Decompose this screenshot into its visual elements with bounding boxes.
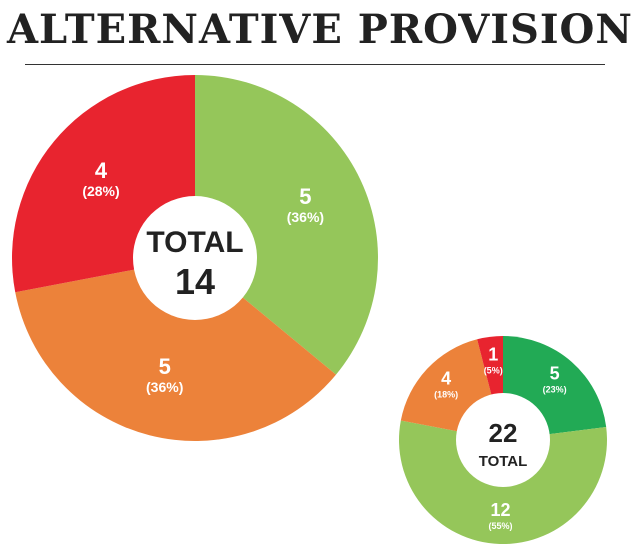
- slice-value-label: 4: [441, 369, 451, 389]
- slice-value-label: 12: [490, 500, 510, 520]
- donut-hole: [133, 196, 257, 320]
- slice-percent-label: (36%): [146, 379, 183, 395]
- slice-percent-label: (5%): [484, 366, 503, 376]
- slice-percent-label: (36%): [287, 209, 324, 225]
- slice-value-label: 5: [299, 184, 311, 209]
- donut-chart-small: 5(23%) 12(55%) 4(18%) 1(5%) TOTAL 22: [398, 336, 607, 544]
- donut-hole: [456, 393, 550, 487]
- center-total-label: TOTAL: [479, 453, 528, 470]
- slice-value-label: 1: [488, 345, 498, 365]
- slice-value-label: 4: [95, 158, 108, 183]
- slice-value-label: 5: [159, 354, 171, 379]
- page-title: ALTERNATIVE PROVISION: [7, 6, 633, 53]
- center-total-value: 22: [489, 418, 518, 448]
- center-total-label: TOTAL: [146, 226, 243, 259]
- title-divider: [25, 64, 605, 65]
- slice-percent-label: (55%): [488, 521, 512, 531]
- slice-percent-label: (18%): [434, 390, 458, 400]
- slice-percent-label: (23%): [543, 385, 567, 395]
- pie-slice: [15, 258, 337, 441]
- slice-percent-label: (28%): [82, 183, 119, 199]
- center-total-value: 14: [175, 261, 215, 302]
- pie-slice: [195, 75, 378, 375]
- slice-value-label: 5: [550, 364, 560, 384]
